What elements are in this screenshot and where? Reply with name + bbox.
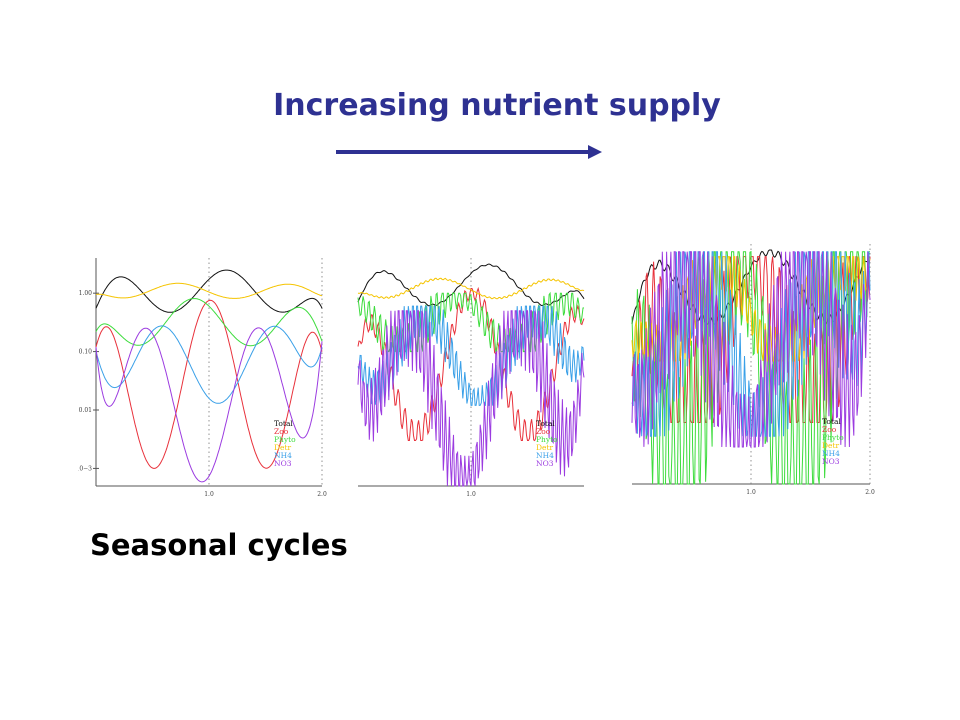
legend-entry-total: Total [822, 417, 841, 426]
legend-entry-detr: Detr [274, 443, 291, 452]
y-tick-label: 0.10 [79, 349, 93, 356]
series-line-detr [357, 277, 585, 300]
series-line-no3 [631, 251, 871, 449]
series-line-nh4 [95, 325, 323, 404]
legend-entry-phyto: Phyto [536, 435, 558, 444]
page-title: Increasing nutrient supply [273, 88, 721, 123]
x-tick-label: 2.0 [865, 489, 875, 496]
legend-entry-zoo: Zoo [822, 425, 837, 434]
legend-entry-zoo: Zoo [536, 427, 551, 436]
legend-entry-detr: Detr [822, 441, 839, 450]
series-line-phyto [631, 250, 870, 485]
y-tick-label: 0.01 [79, 407, 92, 414]
series-line-total [357, 263, 585, 307]
legend-entry-detr: Detr [536, 443, 553, 452]
legend-entry-no3: NO3 [822, 457, 840, 466]
legend-entry-nh4: NH4 [274, 451, 292, 460]
axes [95, 258, 322, 487]
y-tick-label: 10−3 [78, 465, 92, 472]
x-tick-label: 1.0 [204, 491, 214, 498]
x-tick-label: 1.0 [466, 491, 476, 498]
legend-entry-phyto: Phyto [274, 435, 296, 444]
series-line-total [95, 269, 323, 313]
legend-entry-no3: NO3 [274, 459, 292, 468]
legend-entry-nh4: NH4 [536, 451, 554, 460]
caption-seasonal-cycles: Seasonal cycles [90, 528, 348, 562]
series-line-detr [95, 282, 323, 299]
legend-entry-no3: NO3 [536, 459, 554, 468]
series-line-no3 [95, 327, 323, 483]
right-arrow-icon [336, 145, 602, 159]
x-tick-label: 2.0 [317, 491, 327, 498]
series-line-no3 [357, 310, 585, 487]
series-line-zoo [357, 286, 585, 442]
legend-entry-total: Total [274, 419, 293, 428]
legend-entry-total: Total [536, 419, 555, 428]
y-tick-label: 1.00 [79, 290, 93, 297]
legend-entry-phyto: Phyto [822, 433, 844, 442]
legend-entry-nh4: NH4 [822, 449, 840, 458]
x-tick-label: 1.0 [746, 489, 756, 496]
legend-entry-zoo: Zoo [274, 427, 289, 436]
seasonal-cycle-chart-low-supply: 1.000.100.0110−31.02.0TotalZooPhytoDetrN… [78, 258, 327, 498]
series-line-zoo [95, 299, 323, 469]
